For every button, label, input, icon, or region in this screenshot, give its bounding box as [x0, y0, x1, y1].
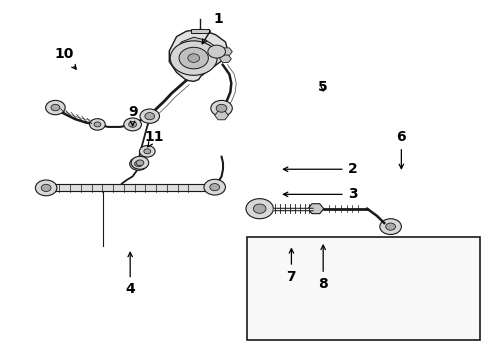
Circle shape [211, 100, 232, 116]
Circle shape [145, 113, 155, 120]
Circle shape [94, 122, 101, 127]
Circle shape [253, 204, 266, 213]
Circle shape [35, 180, 57, 196]
Circle shape [140, 145, 155, 157]
Text: 7: 7 [287, 249, 296, 284]
Circle shape [216, 104, 227, 112]
Text: 3: 3 [283, 187, 357, 201]
Circle shape [204, 179, 225, 195]
Circle shape [51, 104, 60, 111]
Circle shape [136, 160, 144, 166]
Polygon shape [215, 111, 228, 120]
Bar [247, 237, 480, 339]
Circle shape [179, 47, 208, 69]
Text: 11: 11 [145, 130, 164, 147]
Circle shape [208, 45, 225, 58]
Circle shape [135, 161, 143, 167]
Circle shape [380, 219, 401, 234]
Polygon shape [220, 48, 232, 55]
Circle shape [90, 119, 105, 130]
Circle shape [140, 109, 159, 123]
Text: 5: 5 [318, 80, 328, 94]
Text: 6: 6 [396, 130, 406, 168]
Circle shape [170, 41, 217, 75]
Circle shape [129, 122, 137, 127]
Circle shape [386, 223, 395, 230]
Text: 10: 10 [54, 48, 76, 69]
Polygon shape [220, 55, 231, 63]
Text: 2: 2 [283, 162, 357, 176]
Circle shape [46, 100, 65, 115]
Circle shape [124, 118, 142, 131]
Text: 4: 4 [125, 252, 135, 296]
Polygon shape [174, 37, 217, 68]
Text: 8: 8 [318, 245, 328, 291]
Text: 1: 1 [202, 12, 223, 44]
Circle shape [41, 184, 51, 192]
Circle shape [188, 54, 199, 62]
Circle shape [130, 157, 147, 170]
Bar [191, 30, 209, 33]
Circle shape [210, 184, 220, 191]
Polygon shape [308, 204, 324, 213]
Circle shape [246, 199, 273, 219]
Text: 9: 9 [128, 105, 137, 126]
Polygon shape [169, 30, 228, 81]
Circle shape [131, 156, 149, 169]
Circle shape [144, 149, 151, 154]
